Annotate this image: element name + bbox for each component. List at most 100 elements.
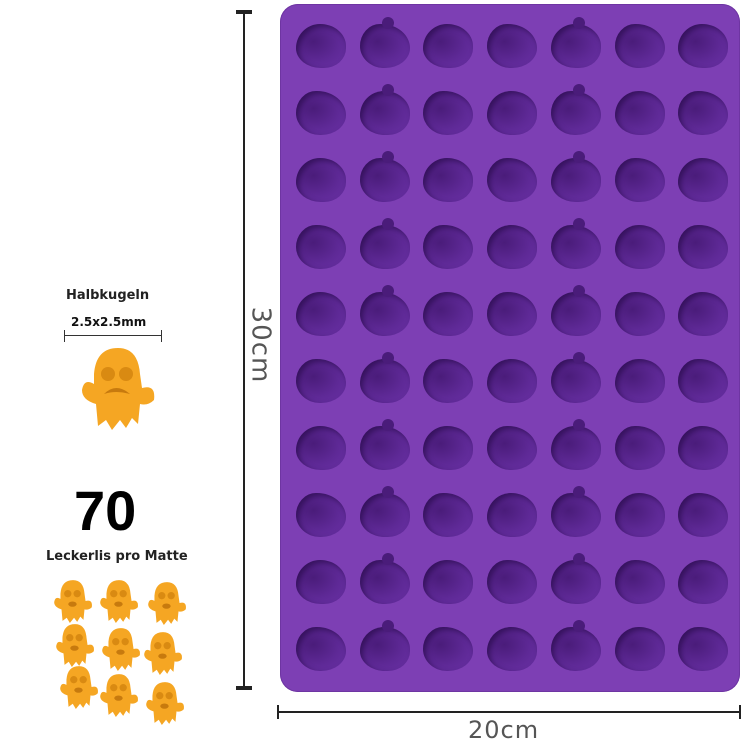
ghost-cavity	[614, 359, 665, 403]
mold-cell	[415, 483, 479, 550]
ghost-treat-icon	[100, 580, 138, 623]
ghost-cavity	[678, 627, 729, 671]
ghost-treat-large-icon	[82, 348, 155, 430]
ghost-cavity	[487, 627, 538, 671]
ghost-cavity	[550, 419, 601, 470]
ghost-cavity	[678, 292, 729, 336]
height-dimension-cap-top	[236, 10, 252, 14]
ghost-treat-icon	[60, 666, 98, 709]
mold-cell	[352, 14, 416, 81]
mold-cell	[415, 349, 479, 416]
ghost-cavity	[678, 225, 729, 269]
treat-count: 70	[74, 479, 137, 542]
ghost-cavity	[678, 91, 729, 135]
ghost-cavity	[423, 493, 474, 537]
mold-cell	[543, 349, 607, 416]
ghost-cavity	[678, 24, 729, 68]
mold-cell	[670, 148, 734, 215]
ghost-cavity	[487, 225, 538, 269]
mold-cell	[543, 14, 607, 81]
cavity-tab	[572, 553, 585, 565]
ghost-cavity	[487, 24, 538, 68]
ghost-cavity	[550, 486, 601, 537]
cavity-tab	[381, 620, 394, 632]
mold-cell	[479, 349, 543, 416]
cavity-tab	[381, 17, 394, 29]
cavity-tab	[381, 419, 394, 431]
ghost-cavity	[359, 486, 410, 537]
mold-cell	[607, 14, 671, 81]
ghost-cavity	[359, 84, 410, 135]
ghost-cavity	[296, 359, 346, 403]
mold-cell	[288, 416, 352, 483]
ghost-cavity	[296, 426, 346, 470]
ghost-cavity	[423, 225, 474, 269]
cavity-tab	[572, 352, 585, 364]
ghost-cavity	[359, 285, 410, 336]
ghost-cavity	[296, 292, 346, 336]
ghost-cavity	[550, 17, 601, 68]
ghost-cavity	[550, 620, 601, 671]
ghost-treat-icon	[56, 624, 94, 667]
mold-cell	[352, 148, 416, 215]
mold-cell	[288, 617, 352, 684]
cavity-grid	[288, 14, 734, 684]
mold-cell	[670, 416, 734, 483]
ghost-cavity	[487, 560, 538, 604]
mold-cell	[415, 416, 479, 483]
cavity-tab	[381, 84, 394, 96]
ghost-cavity	[423, 359, 474, 403]
cavity-tab	[572, 218, 585, 230]
ghost-cavity	[614, 292, 665, 336]
mold-cell	[288, 349, 352, 416]
ghost-cavity	[550, 352, 601, 403]
mold-cell	[288, 215, 352, 282]
mold-cell	[670, 215, 734, 282]
mold-cell	[352, 215, 416, 282]
mold-cell	[670, 282, 734, 349]
mold-cell	[670, 349, 734, 416]
mold-cell	[543, 81, 607, 148]
ghost-cavity	[614, 560, 665, 604]
mold-cell	[607, 416, 671, 483]
ghost-cavity	[423, 158, 474, 202]
silicone-mold-mat	[280, 4, 740, 692]
ghost-cavity	[296, 560, 346, 604]
cavity-tab	[572, 151, 585, 163]
mold-cell	[543, 483, 607, 550]
cavity-tab	[572, 84, 585, 96]
mold-cell	[415, 215, 479, 282]
mold-cell	[415, 550, 479, 617]
mold-cell	[607, 282, 671, 349]
mold-cell	[415, 14, 479, 81]
shape-label: Halbkugeln	[66, 288, 150, 303]
mold-cell	[479, 617, 543, 684]
mold-cell	[607, 483, 671, 550]
ghost-cavity	[359, 352, 410, 403]
ghost-cavity	[678, 158, 729, 202]
mold-cell	[543, 148, 607, 215]
cavity-tab	[381, 486, 394, 498]
ghost-cavity	[423, 24, 474, 68]
width-label: 20cm	[468, 716, 540, 744]
cavity-tab	[572, 486, 585, 498]
ghost-cavity	[359, 151, 410, 202]
mold-cell	[607, 81, 671, 148]
mold-cell	[670, 81, 734, 148]
mold-cell	[479, 416, 543, 483]
ghost-cavity	[423, 627, 474, 671]
size-label: 2.5x2.5mm	[71, 315, 147, 329]
ghost-cavity	[296, 91, 346, 135]
mold-cell	[288, 550, 352, 617]
ghost-cavity	[423, 426, 474, 470]
ghost-treat-icon	[144, 632, 182, 675]
mold-cell	[352, 81, 416, 148]
mold-cell	[479, 215, 543, 282]
width-dimension-cap-left	[277, 705, 279, 719]
mold-cell	[352, 349, 416, 416]
mold-cell	[415, 81, 479, 148]
ghost-cavity	[296, 158, 346, 202]
size-dimension-cap-right	[161, 330, 162, 342]
ghost-cavity	[614, 91, 665, 135]
mold-cell	[288, 14, 352, 81]
